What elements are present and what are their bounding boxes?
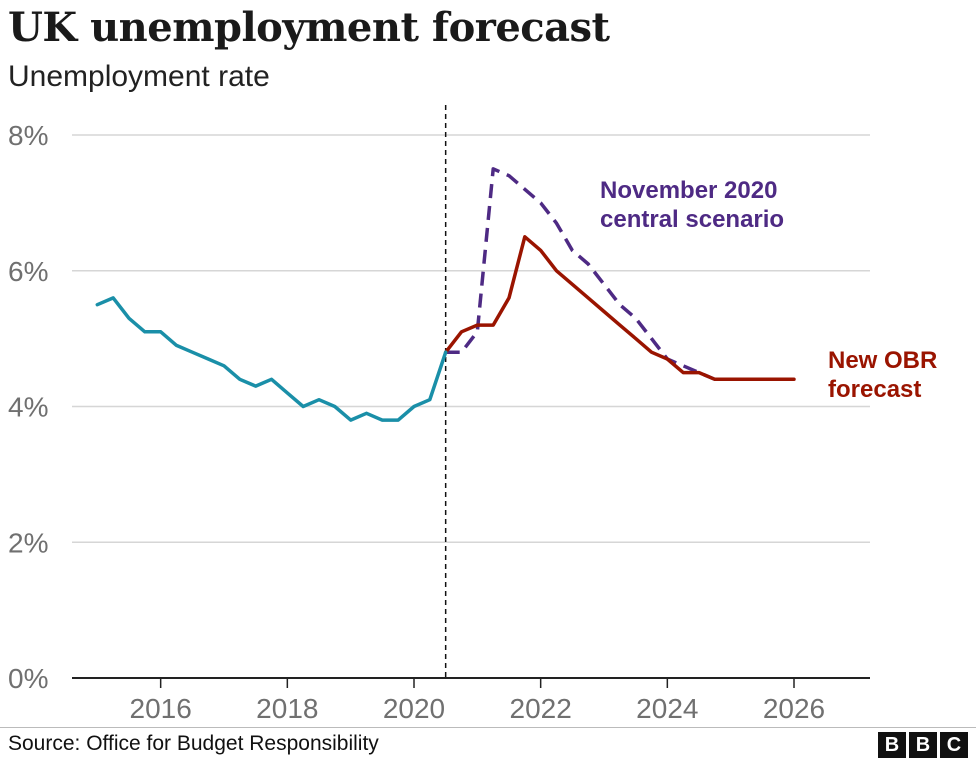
unemployment-chart: 0% 2% 4% 6% 8% 2016 2018 2020 2022 2024 2026 Nove…	[8, 105, 937, 724]
y-tick-label: 6%	[8, 256, 48, 287]
y-tick-label: 8%	[8, 120, 48, 151]
y-tick-label: 2%	[8, 527, 48, 558]
x-tick-label: 2018	[256, 693, 318, 724]
chart-subtitle: Unemployment rate	[8, 60, 270, 93]
y-tick-label: 0%	[8, 663, 48, 694]
chart-title: UK unemployment forecast	[8, 4, 610, 51]
history-line	[95, 296, 448, 422]
x-tick-label: 2022	[510, 693, 572, 724]
footer-divider	[0, 727, 976, 728]
x-tick-label: 2016	[130, 693, 192, 724]
new-forecast-label: New OBR	[828, 347, 937, 374]
series-lines	[95, 167, 796, 422]
gridlines	[72, 134, 870, 543]
x-axis-ticks: 2016 2018 2020 2022 2024 2026	[130, 678, 825, 724]
bbc-logo-letter: C	[940, 732, 968, 758]
x-tick-label: 2024	[636, 693, 698, 724]
new-forecast-label: forecast	[828, 376, 921, 403]
y-tick-label: 4%	[8, 392, 48, 423]
bbc-logo: B B C	[878, 732, 968, 758]
source-note: Source: Office for Budget Responsibility	[8, 732, 379, 755]
bbc-logo-letter: B	[909, 732, 937, 758]
y-axis-ticks: 0% 2% 4% 6% 8%	[8, 120, 48, 694]
nov-scenario-label: central scenario	[600, 206, 784, 233]
bbc-logo-letter: B	[878, 732, 906, 758]
x-tick-label: 2026	[763, 693, 825, 724]
x-tick-label: 2020	[383, 693, 445, 724]
new-forecast-line	[443, 235, 796, 382]
nov-scenario-label: November 2020	[600, 177, 777, 204]
